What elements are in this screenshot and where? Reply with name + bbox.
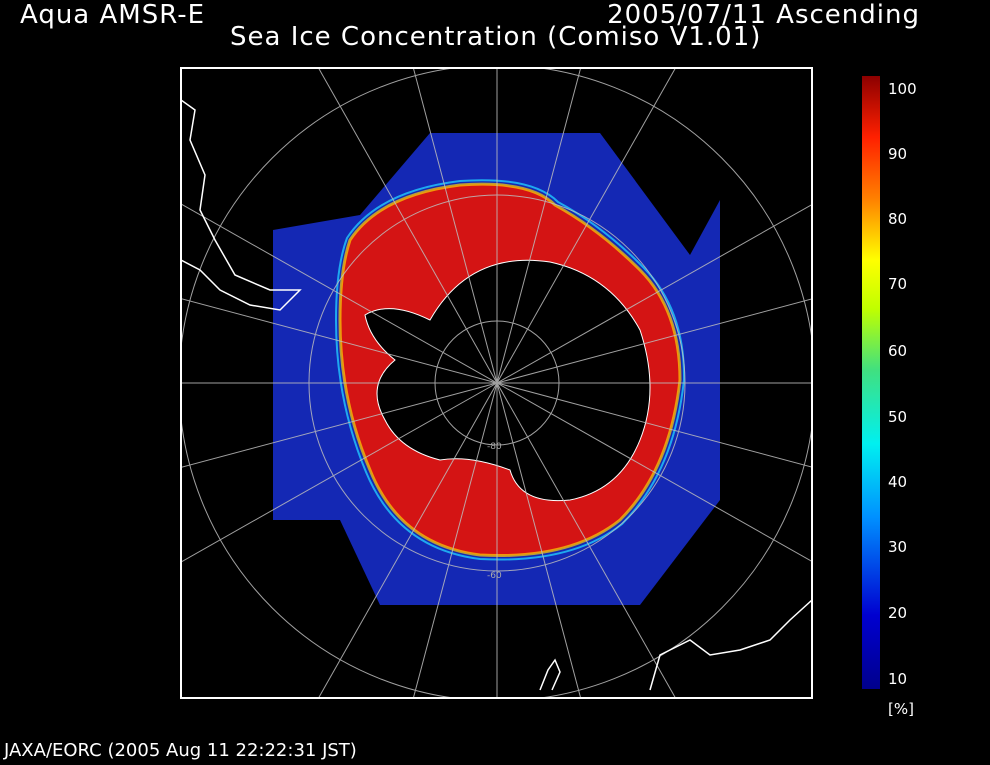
map-frame bbox=[180, 67, 813, 699]
satellite-title: Aqua AMSR-E bbox=[20, 0, 206, 30]
latitude-label-80: -80 bbox=[487, 442, 502, 452]
ice-edge-outer bbox=[334, 179, 686, 561]
colorbar-tick: 90 bbox=[888, 145, 908, 163]
latitude-label-60: -60 bbox=[487, 571, 502, 581]
credit-footer: JAXA/EORC (2005 Aug 11 22:22:31 JST) bbox=[4, 740, 357, 761]
graticule bbox=[181, 68, 812, 698]
swath-gap bbox=[273, 520, 380, 605]
colorbar-tick: 60 bbox=[888, 342, 908, 360]
swath-gap bbox=[640, 500, 720, 605]
product-title: Sea Ice Concentration (Comiso V1.01) bbox=[230, 22, 762, 52]
colorbar-tick: 30 bbox=[888, 538, 908, 556]
colorbar-tick: 40 bbox=[888, 473, 908, 491]
colorbar-tick: 70 bbox=[888, 275, 908, 293]
colorbar-tick: 100 bbox=[888, 80, 917, 98]
colorbar-unit: [%] bbox=[888, 700, 914, 718]
swath-gap bbox=[600, 133, 720, 255]
new-zealand-coast bbox=[539, 658, 561, 691]
colorbar-tick: 20 bbox=[888, 604, 908, 622]
colorbar-tick: 10 bbox=[888, 670, 908, 688]
date-pass-label: 2005/07/11 Ascending bbox=[607, 0, 920, 30]
colorbar bbox=[862, 76, 880, 689]
swath-gap bbox=[273, 133, 430, 230]
australia-coast bbox=[649, 599, 812, 691]
ice-edge bbox=[338, 182, 682, 558]
south-america-coast bbox=[181, 99, 302, 311]
colorbar-tick: 50 bbox=[888, 408, 908, 426]
colorbar-tick: 80 bbox=[888, 210, 908, 228]
